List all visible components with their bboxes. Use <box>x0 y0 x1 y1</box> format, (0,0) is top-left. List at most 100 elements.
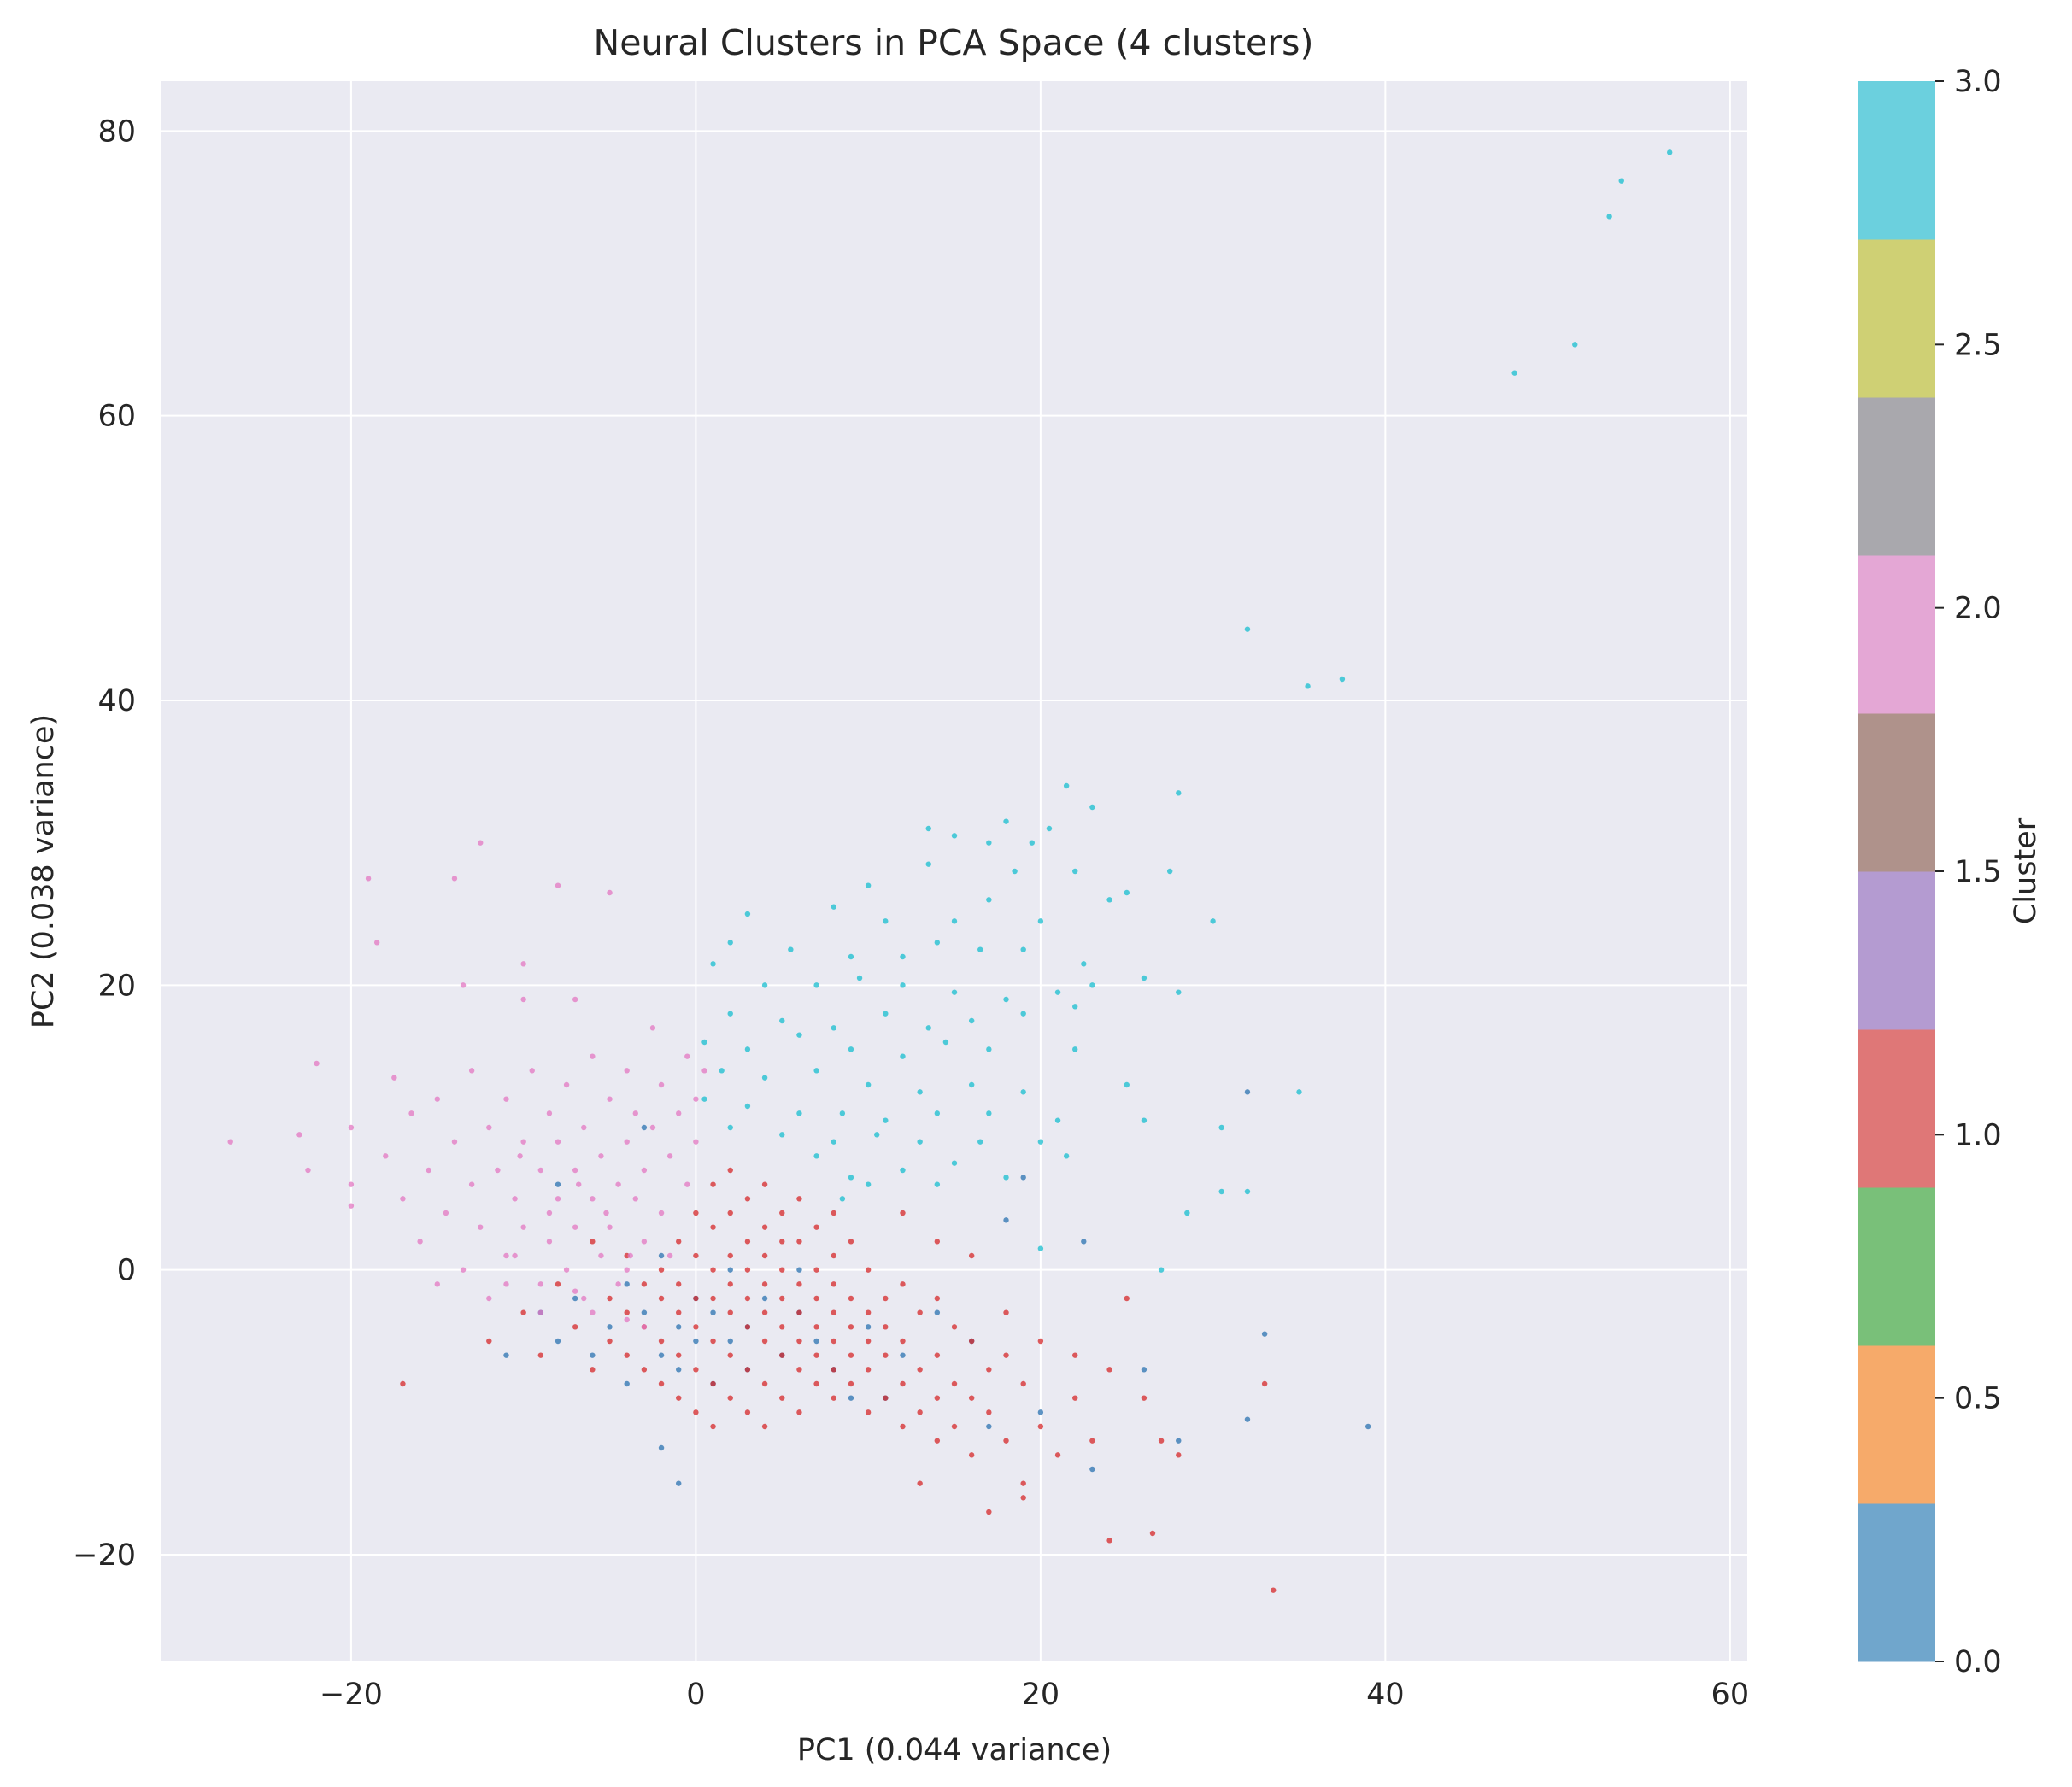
cluster-3-point <box>951 918 958 924</box>
cluster-2-point <box>348 1124 355 1131</box>
cluster-1-point <box>693 1324 699 1330</box>
cluster-1-point <box>607 1295 613 1302</box>
cluster-3-point <box>744 1046 751 1052</box>
x-axis-tick-labels: −20 0 20 40 60 <box>320 1678 1749 1712</box>
cluster-0-point <box>658 1352 665 1358</box>
cluster-3-point <box>986 1046 992 1052</box>
colorbar-segment <box>1858 713 1935 872</box>
cluster-3-point <box>727 940 733 946</box>
y-tick-label: 20 <box>97 969 136 1003</box>
cluster-1-point <box>796 1239 802 1245</box>
cluster-3-point <box>1176 989 1182 995</box>
cluster-1-point <box>1054 1452 1061 1458</box>
y-tick-label: 0 <box>117 1254 136 1288</box>
colorbar-segment <box>1858 397 1935 556</box>
cluster-1-point <box>951 1380 958 1387</box>
cluster-0-point <box>676 1324 682 1330</box>
cluster-1-point <box>761 1281 768 1287</box>
cluster-3-point <box>796 1032 802 1038</box>
cluster-2-point <box>314 1060 320 1067</box>
x-tick-label: 60 <box>1711 1678 1750 1712</box>
cluster-1-point <box>796 1367 802 1373</box>
y-axis-label: PC2 (0.038 variance) <box>26 714 61 1028</box>
cluster-1-point <box>676 1281 682 1287</box>
cluster-1-point <box>1037 1338 1044 1345</box>
cluster-1-point <box>779 1395 785 1401</box>
cluster-2-point <box>598 1252 604 1259</box>
cluster-2-point <box>460 982 467 988</box>
cluster-1-point <box>1020 1480 1026 1486</box>
cluster-3-point <box>701 1039 707 1046</box>
cluster-3-point <box>1218 1124 1224 1131</box>
cluster-3-point <box>883 1011 889 1017</box>
cluster-2-point <box>624 1068 630 1074</box>
cluster-3-point <box>839 1196 846 1202</box>
cluster-2-point <box>563 1081 570 1088</box>
cluster-3-point <box>1003 1175 1009 1181</box>
cluster-2-point <box>572 1224 578 1230</box>
cluster-1-point <box>883 1295 889 1302</box>
cluster-1-point <box>676 1309 682 1315</box>
cluster-1-point <box>865 1367 872 1373</box>
cluster-3-point <box>942 1039 949 1046</box>
cluster-3-point <box>1020 1089 1026 1095</box>
cluster-1-point <box>1003 1438 1009 1444</box>
cluster-1-point <box>848 1324 854 1330</box>
cluster-1-point <box>883 1324 889 1330</box>
cluster-3-point <box>796 1110 802 1116</box>
cluster-3-point <box>1511 370 1517 376</box>
cluster-3-point <box>925 825 931 832</box>
cluster-2-point <box>632 1110 638 1116</box>
cluster-2-point <box>495 1167 501 1174</box>
cluster-1-point <box>813 1380 819 1387</box>
cluster-3-point <box>1618 178 1624 184</box>
cluster-1-point <box>986 1367 992 1373</box>
cluster-1-point <box>865 1267 872 1273</box>
cluster-1-point <box>727 1281 733 1287</box>
cluster-2-point <box>537 1309 544 1315</box>
x-tick-label: 0 <box>686 1678 705 1712</box>
cluster-3-point <box>1166 868 1173 875</box>
cluster-2-point <box>478 840 484 846</box>
cluster-1-point <box>848 1380 854 1387</box>
cluster-1-point <box>744 1239 751 1245</box>
cluster-3-point <box>883 1117 889 1123</box>
cluster-3-point <box>813 1153 819 1159</box>
cluster-0-point <box>590 1352 596 1358</box>
cluster-3-point <box>1124 1081 1130 1088</box>
cluster-1-point <box>761 1309 768 1315</box>
x-axis-label: PC1 (0.044 variance) <box>797 1733 1112 1767</box>
cluster-1-point <box>813 1224 819 1230</box>
cluster-3-point <box>900 982 906 988</box>
cluster-3-point <box>1218 1188 1224 1195</box>
cluster-1-point <box>1072 1352 1078 1358</box>
cluster-2-point <box>632 1196 638 1202</box>
colorbar-tick-label: 2.5 <box>1954 328 2002 362</box>
cluster-2-point <box>607 1096 613 1102</box>
cluster-3-point <box>900 1053 906 1059</box>
cluster-1-points <box>400 1167 1277 1593</box>
cluster-2-point <box>468 1068 475 1074</box>
cluster-3-point <box>986 897 992 903</box>
cluster-2-point <box>383 1153 389 1159</box>
cluster-2-point <box>391 1075 397 1081</box>
cluster-1-point <box>865 1409 872 1415</box>
cluster-1-point <box>1271 1587 1277 1593</box>
cluster-2-point <box>348 1181 355 1187</box>
grid-lines <box>161 81 1747 1661</box>
cluster-0-point <box>624 1281 630 1287</box>
cluster-2-point <box>693 1139 699 1145</box>
cluster-3-point <box>1158 1267 1165 1273</box>
cluster-1-point <box>900 1423 906 1430</box>
cluster-1-point <box>676 1239 682 1245</box>
cluster-2-point <box>546 1110 553 1116</box>
cluster-1-point <box>1089 1438 1095 1444</box>
cluster-1-point <box>761 1224 768 1230</box>
cluster-3-point <box>934 1110 941 1116</box>
cluster-2-point <box>615 1281 621 1287</box>
cluster-0-point <box>676 1367 682 1373</box>
cluster-1-point <box>744 1295 751 1302</box>
cluster-2-point <box>641 1239 648 1245</box>
cluster-1-point <box>710 1380 716 1387</box>
cluster-3-point <box>719 1068 725 1074</box>
